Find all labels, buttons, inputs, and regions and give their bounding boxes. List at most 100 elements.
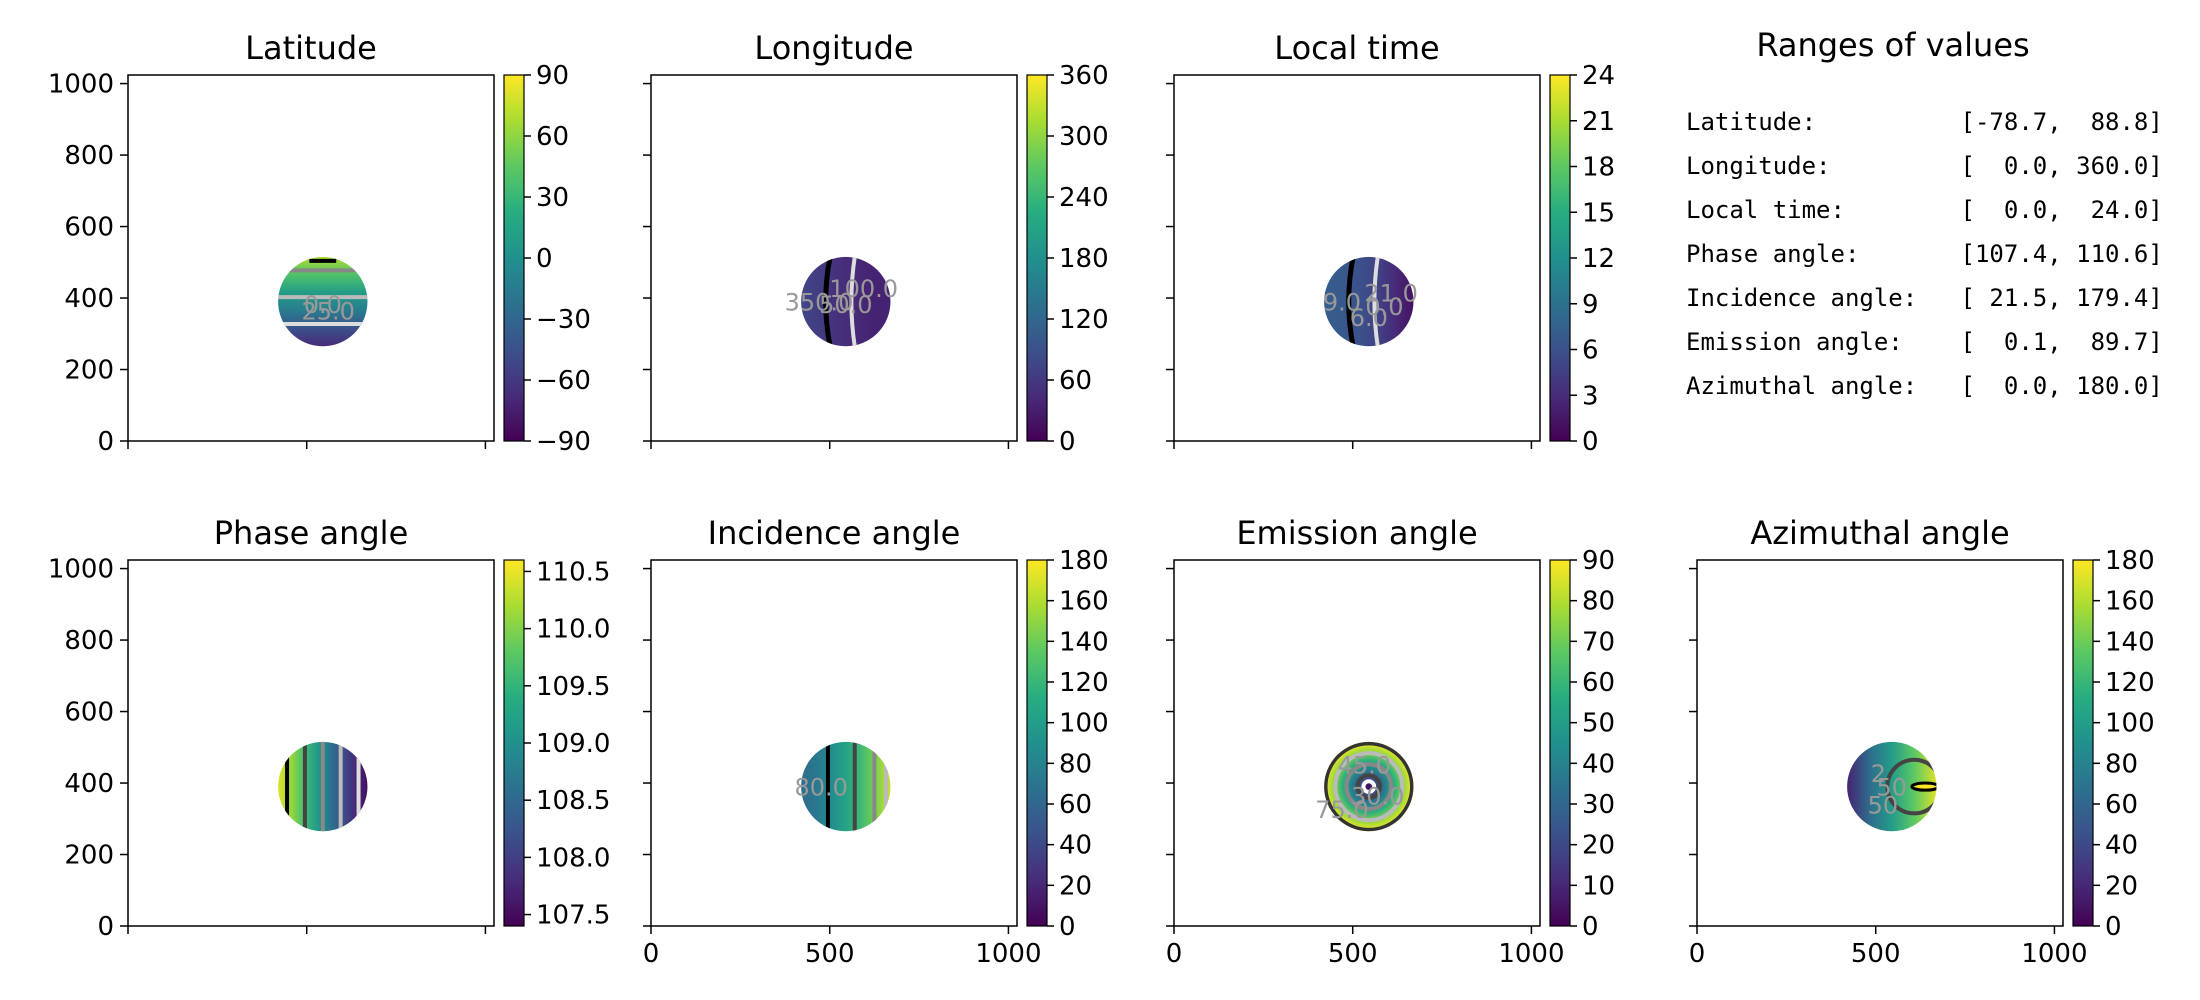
colorbar-tick-label: 120 bbox=[1059, 668, 1109, 698]
panel-phase_angle: Phase angle 0 200 400 600 800 1000 107.5 108.0 10… bbox=[48, 514, 611, 942]
contour-line bbox=[849, 256, 857, 347]
colorbar bbox=[1026, 74, 1048, 442]
ranges-row: Incidence angle: [ 21.5, 179.4] bbox=[1686, 284, 2163, 312]
colorbar-tick-label: 100 bbox=[1059, 709, 1109, 739]
colorbar-tick-label: 0 bbox=[1582, 912, 1599, 942]
planet-disk bbox=[1847, 741, 1937, 832]
x-tick-label: 500 bbox=[1328, 939, 1378, 969]
x-tick-label: 0 bbox=[1166, 939, 1183, 969]
panel-incidence_angle: Incidence angle 80.0 0 500 1000 0 20 40 60 80 100 1… bbox=[643, 514, 1109, 969]
colorbar-tick-label: 110.0 bbox=[536, 615, 610, 645]
colorbar-tick-label: 300 bbox=[1059, 122, 1109, 152]
colorbar-tick-label: 3 bbox=[1582, 381, 1599, 411]
contour-line bbox=[1324, 741, 1414, 832]
plot-area bbox=[1696, 559, 2064, 927]
colorbar-tick-label: 80 bbox=[2105, 749, 2138, 779]
colorbar-tick-label: 9 bbox=[1582, 290, 1599, 320]
contour-label: 100.0 bbox=[829, 275, 898, 303]
plot-area bbox=[127, 74, 495, 442]
panel-title: Incidence angle bbox=[708, 514, 961, 552]
colorbar-tick-label: 80 bbox=[1059, 749, 1092, 779]
colorbar-tick-label: 0 bbox=[536, 244, 553, 274]
colorbar-tick-label: 21 bbox=[1582, 107, 1615, 137]
colorbar-tick-label: 20 bbox=[1582, 831, 1615, 861]
y-tick-label: 600 bbox=[64, 213, 114, 243]
plot-area bbox=[1173, 559, 1541, 927]
ranges-row: Latitude: [-78.7, 88.8] bbox=[1686, 108, 2163, 136]
colorbar-tick-label: 180 bbox=[1059, 546, 1109, 576]
contour-line bbox=[1910, 781, 1937, 792]
y-tick-label: 800 bbox=[64, 626, 114, 656]
panel-title: Latitude bbox=[245, 29, 377, 67]
colorbar-tick-label: 0 bbox=[2105, 912, 2122, 942]
colorbar-tick-label: 180 bbox=[2105, 546, 2155, 576]
colorbar-tick-label: 110.5 bbox=[536, 557, 610, 587]
colorbar-tick-label: 20 bbox=[1059, 871, 1092, 901]
colorbar bbox=[1026, 559, 1048, 927]
y-tick-label: 600 bbox=[64, 698, 114, 728]
colorbar bbox=[1549, 74, 1571, 442]
panel-local_time: Local time 21.00.06.09.0 0 3 6 9 12 15 18 21 24 bbox=[1166, 29, 1615, 457]
contour-label: 50 bbox=[1868, 791, 1899, 819]
colorbar-tick-label: 100 bbox=[2105, 709, 2155, 739]
ranges-row: Phase angle: [107.4, 110.6] bbox=[1686, 240, 2163, 268]
colorbar-tick-label: 240 bbox=[1059, 183, 1109, 213]
x-tick-label: 500 bbox=[805, 939, 855, 969]
x-tick-label: 500 bbox=[1851, 939, 1901, 969]
contour-line bbox=[1346, 256, 1356, 347]
colorbar-tick-label: 180 bbox=[1059, 244, 1109, 274]
contour-label: 25.0 bbox=[301, 298, 354, 326]
contour-lines bbox=[278, 258, 368, 326]
colorbar-tick-label: 12 bbox=[1582, 244, 1615, 274]
x-tick-label: 1000 bbox=[2021, 939, 2087, 969]
colorbar bbox=[2072, 559, 2094, 927]
y-tick-label: 400 bbox=[64, 284, 114, 314]
colorbar-tick-label: 0 bbox=[1582, 427, 1599, 457]
colorbar-tick-label: 60 bbox=[1059, 366, 1092, 396]
colorbar-tick-label: 20 bbox=[2105, 871, 2138, 901]
colorbar-tick-label: 15 bbox=[1582, 198, 1615, 228]
colorbar-tick-label: 80 bbox=[1582, 587, 1615, 617]
planet-disk bbox=[801, 741, 891, 832]
panel-emission_angle: Emission angle 75.0 45.0 30.0 0 500 1000 0 10 20 3… bbox=[1166, 514, 1615, 969]
colorbar-tick-label: 70 bbox=[1582, 627, 1615, 657]
contour-label: 50 bbox=[1877, 774, 1908, 802]
y-tick-label: 0 bbox=[97, 912, 114, 942]
panel-title: Phase angle bbox=[214, 514, 409, 552]
contour-label: 80.0 bbox=[795, 774, 848, 802]
colorbar-tick-label: 40 bbox=[2105, 831, 2138, 861]
colorbar-tick-label: 0 bbox=[1059, 427, 1076, 457]
plot-area bbox=[650, 559, 1018, 927]
colorbar-tick-label: 140 bbox=[1059, 627, 1109, 657]
contour-label: 350.0 bbox=[785, 289, 854, 317]
colorbar-tick-label: 90 bbox=[1582, 546, 1615, 576]
colorbar-tick-label: 40 bbox=[1582, 749, 1615, 779]
colorbar-tick-label: 30 bbox=[536, 183, 569, 213]
colorbar-tick-label: 108.0 bbox=[536, 843, 610, 873]
contour-lines bbox=[823, 256, 857, 347]
y-tick-label: 1000 bbox=[48, 70, 114, 100]
contour-label: 50.0 bbox=[819, 291, 872, 319]
colorbar bbox=[503, 559, 525, 927]
contour-label: 21.0 bbox=[1364, 280, 1417, 308]
panel-title: Longitude bbox=[754, 29, 913, 67]
contour-label: 0.0 bbox=[304, 291, 342, 319]
colorbar bbox=[503, 74, 525, 442]
colorbar-tick-label: 60 bbox=[1582, 668, 1615, 698]
ranges-row: Local time: [ 0.0, 24.0] bbox=[1686, 196, 2163, 224]
contour-line bbox=[1333, 751, 1405, 823]
contour-line bbox=[1372, 256, 1380, 347]
y-tick-label: 0 bbox=[97, 427, 114, 457]
contour-label: 0.0 bbox=[1365, 293, 1403, 321]
contour-label: 2 bbox=[1871, 760, 1886, 788]
contour-line bbox=[1361, 779, 1377, 794]
contour-lines bbox=[1885, 757, 1937, 816]
ranges-title: Ranges of values bbox=[1756, 26, 2029, 64]
panel-latitude: Latitude25.00.002004006008001000−90−60−3… bbox=[48, 29, 591, 457]
colorbar-tick-label: 60 bbox=[1059, 790, 1092, 820]
contour-label: 6.0 bbox=[1350, 304, 1388, 332]
ranges-row: Longitude: [ 0.0, 360.0] bbox=[1686, 152, 2163, 180]
ranges-row: Azimuthal angle: [ 0.0, 180.0] bbox=[1686, 372, 2163, 400]
